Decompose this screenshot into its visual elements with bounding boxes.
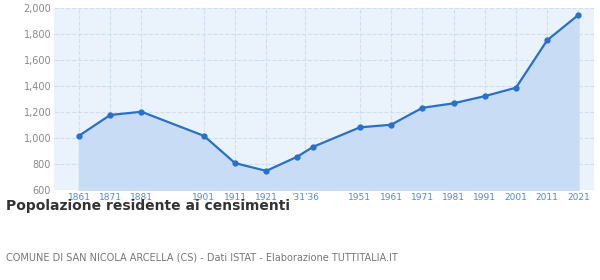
Text: COMUNE DI SAN NICOLA ARCELLA (CS) - Dati ISTAT - Elaborazione TUTTITALIA.IT: COMUNE DI SAN NICOLA ARCELLA (CS) - Dati… bbox=[6, 252, 398, 262]
Text: Popolazione residente ai censimenti: Popolazione residente ai censimenti bbox=[6, 199, 290, 213]
